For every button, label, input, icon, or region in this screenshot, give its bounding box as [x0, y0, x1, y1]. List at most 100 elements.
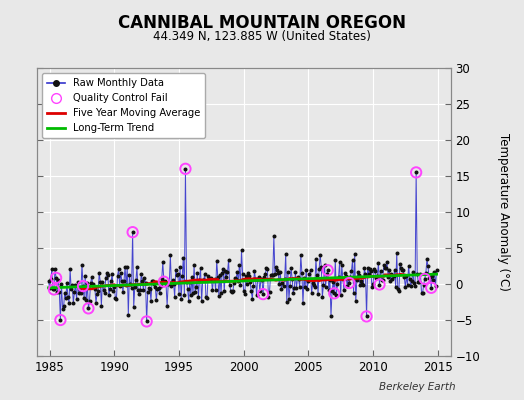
Point — [361, 271, 369, 277]
Point — [82, 297, 91, 303]
Point — [423, 256, 431, 262]
Point — [256, 288, 264, 294]
Point — [236, 282, 245, 288]
Point — [398, 267, 406, 273]
Point — [190, 262, 198, 268]
Point — [312, 256, 320, 262]
Point — [174, 271, 182, 277]
Point — [107, 278, 115, 284]
Point — [343, 282, 352, 289]
Point — [53, 289, 61, 295]
Point — [223, 269, 232, 276]
Point — [78, 262, 86, 268]
Point — [402, 273, 411, 279]
Point — [377, 277, 386, 283]
Point — [390, 267, 399, 274]
Point — [227, 289, 236, 295]
Point — [71, 282, 80, 288]
Point — [149, 278, 157, 284]
Point — [293, 274, 302, 281]
Point — [297, 252, 305, 258]
Point — [290, 285, 299, 292]
Point — [77, 290, 85, 296]
Point — [296, 284, 304, 291]
Point — [245, 273, 253, 279]
Point — [101, 290, 109, 296]
Point — [148, 278, 156, 284]
Point — [83, 280, 92, 287]
Point — [172, 272, 181, 278]
Point — [184, 298, 193, 304]
Point — [164, 281, 172, 287]
Point — [178, 273, 187, 280]
Point — [244, 270, 252, 276]
Point — [134, 287, 142, 294]
Point — [265, 288, 274, 295]
Text: CANNIBAL MOUNTAIN OREGON: CANNIBAL MOUNTAIN OREGON — [118, 14, 406, 32]
Point — [179, 255, 188, 261]
Point — [125, 272, 134, 278]
Point — [376, 268, 385, 274]
Point — [272, 264, 280, 271]
Point — [194, 294, 203, 300]
Point — [419, 290, 427, 296]
Point — [304, 278, 312, 284]
Point — [279, 283, 288, 289]
Point — [397, 265, 405, 271]
Point — [135, 290, 143, 297]
Point — [235, 262, 244, 268]
Point — [286, 282, 294, 289]
Point — [252, 276, 260, 282]
Point — [381, 265, 389, 271]
Point — [85, 298, 94, 304]
Y-axis label: Temperature Anomaly (°C): Temperature Anomaly (°C) — [497, 133, 510, 291]
Point — [278, 280, 287, 286]
Point — [212, 287, 220, 294]
Point — [158, 276, 166, 282]
Point — [400, 274, 409, 280]
Point — [260, 274, 268, 280]
Point — [215, 293, 223, 299]
Point — [384, 274, 392, 280]
Point — [325, 286, 333, 293]
Point — [273, 266, 281, 273]
Point — [130, 284, 139, 290]
Point — [73, 278, 82, 285]
Point — [88, 274, 96, 280]
Point — [204, 273, 212, 280]
Point — [180, 291, 189, 298]
Point — [94, 288, 102, 294]
Point — [246, 279, 254, 285]
Point — [421, 276, 429, 282]
Point — [378, 277, 387, 283]
Point — [96, 278, 104, 285]
Point — [375, 281, 384, 288]
Point — [108, 271, 116, 277]
Point — [84, 305, 93, 312]
Point — [382, 265, 390, 271]
Point — [214, 274, 222, 280]
Point — [162, 281, 170, 288]
Point — [388, 276, 397, 282]
Point — [47, 276, 55, 282]
Point — [80, 295, 89, 301]
Point — [102, 275, 110, 282]
Point — [110, 284, 118, 290]
Point — [367, 268, 375, 274]
Point — [46, 285, 54, 292]
Point — [124, 312, 133, 318]
Point — [222, 274, 231, 280]
Point — [136, 287, 145, 293]
Point — [160, 278, 168, 285]
Point — [160, 278, 168, 285]
Point — [345, 280, 354, 286]
Point — [127, 285, 136, 291]
Point — [203, 294, 211, 301]
Point — [410, 280, 418, 286]
Point — [213, 258, 221, 264]
Point — [132, 277, 140, 284]
Point — [209, 276, 217, 283]
Point — [140, 275, 149, 282]
Point — [375, 281, 384, 288]
Point — [129, 304, 138, 311]
